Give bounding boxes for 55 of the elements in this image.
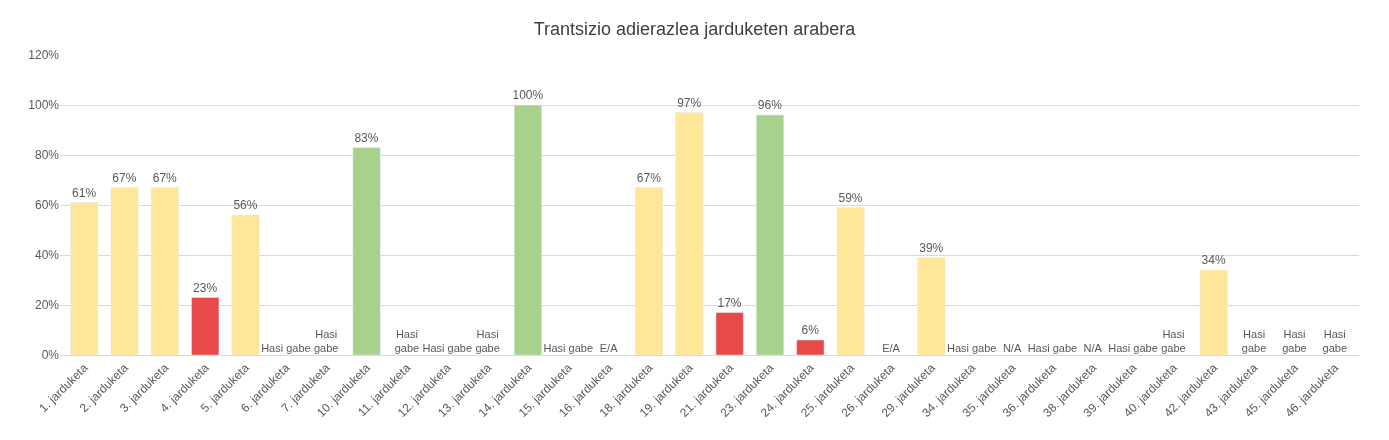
text: Hasi gabe	[1322, 327, 1348, 355]
text: Hasi gabe	[1027, 342, 1078, 355]
bar	[150, 187, 179, 355]
data-label: 39%	[919, 240, 944, 255]
bar	[1199, 269, 1228, 355]
bar	[675, 112, 704, 355]
bar	[715, 312, 744, 355]
data-label: 83%	[354, 130, 379, 145]
data-label: 34%	[1201, 253, 1226, 267]
bar	[70, 202, 99, 355]
bar	[514, 104, 542, 355]
data-label: 6%	[801, 323, 820, 337]
y-tick-label: 40%	[34, 248, 60, 263]
text: N/A	[1002, 342, 1022, 355]
text: Hasi gabe	[422, 342, 473, 355]
text: E/A	[599, 342, 618, 355]
y-tick-label: 20%	[34, 298, 60, 313]
data-label: 23%	[193, 280, 218, 295]
data-label: 67%	[636, 170, 662, 185]
text: Hasi gabe	[314, 327, 339, 355]
bar	[836, 207, 865, 355]
bar	[231, 214, 260, 355]
y-tick-label: 60%	[34, 198, 60, 213]
text: E/A	[882, 342, 900, 355]
chart-title: Trantsizio adierazlea jarduketen arabera	[533, 18, 857, 39]
data-label: 100%	[512, 88, 544, 102]
data-label: 56%	[233, 198, 258, 212]
text: N/A	[1083, 342, 1102, 355]
data-label: 96%	[757, 98, 783, 112]
text: Hasi gabe	[1282, 327, 1307, 355]
data-label: 17%	[717, 295, 742, 310]
text: Hasi gabe	[475, 327, 500, 355]
bar	[796, 339, 825, 355]
y-tick-label: 0%	[41, 348, 60, 363]
text: Hasi gabe	[1108, 342, 1158, 355]
data-label: 61%	[72, 185, 97, 200]
data-label: 67%	[152, 170, 178, 185]
bar	[191, 297, 220, 355]
bar	[756, 114, 784, 355]
bar	[110, 187, 139, 355]
text: Hasi gabe	[543, 342, 594, 355]
text: Hasi gabe	[261, 342, 311, 355]
bar	[917, 257, 946, 355]
text: Hasi gabe	[1241, 327, 1267, 355]
data-label: 97%	[677, 95, 702, 110]
text: Hasi gabe	[394, 327, 420, 355]
y-tick-label: 80%	[34, 148, 60, 163]
data-label: 67%	[112, 170, 137, 185]
y-tick-label: 100%	[28, 98, 60, 113]
y-tick-label: 120%	[28, 48, 60, 63]
data-label: 59%	[838, 190, 863, 205]
text: Hasi gabe	[1161, 327, 1186, 355]
bar	[352, 147, 381, 355]
bar	[635, 187, 663, 355]
text: Hasi gabe	[946, 342, 997, 355]
